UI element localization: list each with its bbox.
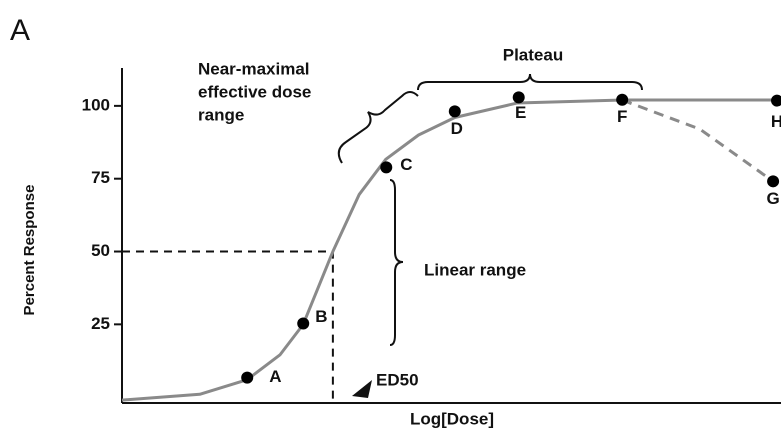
annotation: Plateau (503, 45, 563, 64)
point (297, 317, 310, 330)
point-label: A (269, 367, 281, 386)
point (616, 93, 629, 106)
annotation: Linear range (424, 260, 526, 279)
point-label: G (766, 189, 779, 208)
y-tick-label: 25 (91, 314, 110, 333)
brace (337, 91, 419, 164)
point (241, 371, 254, 384)
y-tick-label: 100 (82, 95, 110, 114)
y-tick-label: 75 (91, 168, 110, 187)
point (512, 91, 525, 104)
annotation: range (198, 105, 244, 124)
x-axis-label: Log[Dose] (410, 409, 494, 428)
panel-label: A (10, 14, 30, 47)
annotation: effective dose (198, 82, 311, 101)
y-tick-label: 50 (91, 241, 110, 260)
point (771, 94, 781, 107)
point-label: C (400, 155, 412, 174)
point (448, 105, 461, 118)
point-label: H (771, 112, 781, 131)
point-label: B (315, 307, 327, 326)
curve (621, 98, 774, 183)
point (380, 161, 393, 174)
point (767, 175, 780, 188)
curve (121, 98, 781, 402)
arrow (352, 380, 372, 398)
point-label: E (515, 103, 526, 122)
point-label: F (617, 107, 627, 126)
y-axis-label: Percent Response (21, 185, 38, 316)
point-label: D (451, 119, 463, 138)
annotation: Near-maximal (198, 59, 310, 78)
ed50-label: ED50 (376, 370, 419, 389)
brace (389, 179, 404, 346)
brace (417, 73, 643, 91)
